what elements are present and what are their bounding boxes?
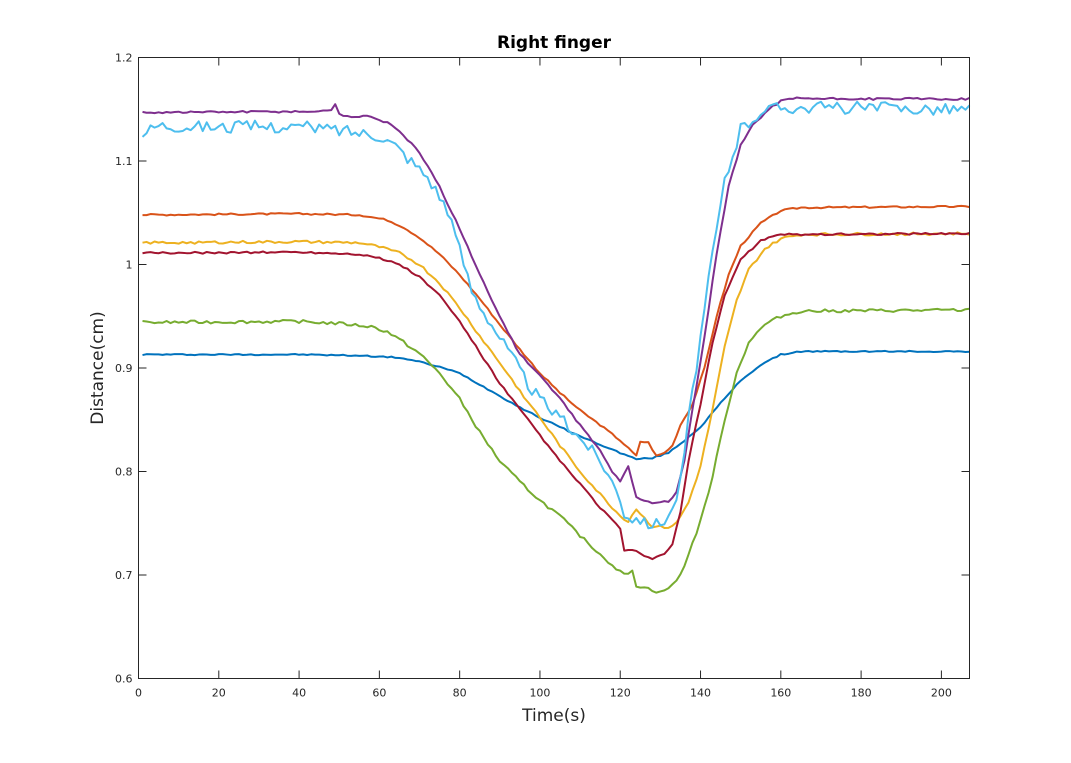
y-axis-label: Distance(cm): [88, 311, 108, 425]
series-line-6: [141, 100, 971, 530]
x-axis-label: Time(s): [521, 706, 586, 726]
series-line-4: [142, 96, 970, 505]
x-tick-label: 0: [135, 687, 142, 700]
x-tick-label: 120: [610, 687, 631, 700]
x-tick-label: 100: [529, 687, 550, 700]
series-line-2: [142, 204, 970, 457]
chart-title: Right finger: [497, 33, 612, 53]
x-tick-label: 40: [292, 687, 306, 700]
series-line-5: [142, 307, 970, 594]
x-tick-label: 180: [851, 687, 872, 700]
x-tick-label: 160: [770, 687, 791, 700]
x-tick-label: 20: [212, 687, 226, 700]
y-tick-label: 1: [126, 259, 133, 272]
y-tick-label: 0.6: [115, 673, 133, 686]
x-tick-label: 200: [931, 687, 952, 700]
axes-box: [138, 57, 970, 679]
x-tick-label: 60: [372, 687, 386, 700]
y-tick-label: 1.2: [115, 52, 133, 65]
y-tick-label: 1.1: [115, 155, 133, 168]
series-line-1: [142, 349, 970, 461]
plot-lines: [141, 96, 971, 594]
series-line-7: [142, 232, 970, 561]
series-line-3: [142, 231, 970, 530]
axis-ticks: 0 20 40 60 80 100 120 140 160 180 200 0.6 0.7 0.8 0.9 1…: [115, 52, 970, 700]
y-tick-label: 0.7: [115, 569, 133, 582]
y-tick-label: 0.8: [115, 466, 133, 479]
x-tick-label: 80: [453, 687, 467, 700]
y-tick-label: 0.9: [115, 362, 133, 375]
x-tick-label: 140: [690, 687, 711, 700]
